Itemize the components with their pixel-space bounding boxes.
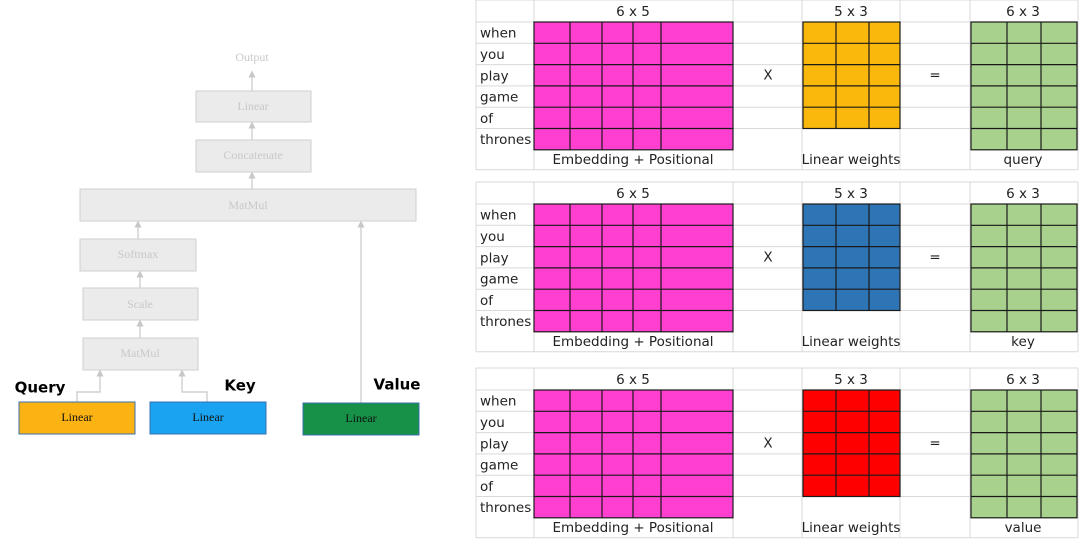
operator: X (763, 435, 772, 451)
caption: Embedding + Positional (552, 334, 713, 350)
shape-label: 5 x 3 (834, 4, 868, 20)
block (195, 90, 312, 123)
shape-label: 6 x 5 (616, 4, 650, 20)
shape-label: 6 x 5 (616, 372, 650, 388)
token: thrones (480, 132, 531, 148)
linear-block (302, 402, 420, 436)
shape-label: 6 x 3 (1006, 372, 1040, 388)
weight-matrix (802, 389, 901, 498)
caption: key (1011, 334, 1035, 350)
token: of (480, 479, 494, 495)
block-label: Linear (237, 99, 268, 113)
block-label: Softmax (118, 247, 159, 261)
block (79, 188, 417, 222)
matrix-panel: 6 x 5 5 x 3 6 x 3 when you play game of thrones X… (475, 0, 1079, 171)
block-label: Concatenate (223, 148, 282, 162)
shape-label: 6 x 5 (616, 186, 650, 202)
operator: = (929, 435, 940, 451)
token: when (480, 394, 516, 410)
token: game (480, 90, 518, 106)
operator: = (929, 67, 940, 83)
shape-label: 6 x 3 (1006, 186, 1040, 202)
shape-label: 5 x 3 (834, 372, 868, 388)
block-label: Scale (127, 297, 153, 311)
block (82, 337, 199, 371)
linear-label: Linear (192, 410, 223, 424)
matrix-panels: 6 x 5 5 x 3 6 x 3 when you play game of thrones X… (475, 0, 1079, 539)
matrix-panel: 6 x 5 5 x 3 6 x 3 when you play game of thrones X… (475, 181, 1079, 353)
block (82, 287, 199, 321)
operator: X (763, 249, 772, 265)
linear-block (149, 401, 267, 435)
token: thrones (480, 314, 531, 330)
token: of (480, 111, 494, 127)
block (195, 139, 312, 173)
block (79, 238, 197, 272)
token: play (480, 250, 509, 266)
operator: = (929, 249, 940, 265)
token: when (480, 26, 516, 42)
token: when (480, 208, 516, 224)
token: thrones (480, 500, 531, 516)
block-label: MatMul (120, 346, 160, 360)
linear-label: Linear (61, 410, 92, 424)
shape-label: 6 x 3 (1006, 4, 1040, 20)
input-label: Value (374, 376, 421, 394)
caption: Embedding + Positional (552, 152, 713, 168)
input-blocks: Query Linear Key Linear Value Linear (15, 376, 421, 436)
linear-label: Linear (345, 411, 376, 425)
input-label: Query (15, 379, 66, 397)
operator: X (763, 67, 772, 83)
linear-block (18, 401, 136, 435)
caption: Linear weights (802, 152, 901, 168)
token: of (480, 293, 494, 309)
output-label: Output (235, 50, 269, 64)
weight-matrix (802, 21, 901, 130)
input-label: Key (224, 377, 256, 395)
caption: value (1005, 520, 1042, 536)
token: you (480, 415, 505, 431)
token: you (480, 47, 505, 63)
caption: query (1004, 152, 1043, 168)
weight-matrix (802, 203, 901, 312)
matrix-panel: 6 x 5 5 x 3 6 x 3 when you play game of thrones X… (475, 367, 1079, 539)
shape-label: 5 x 3 (834, 186, 868, 202)
caption: Embedding + Positional (552, 520, 713, 536)
token: game (480, 272, 518, 288)
token: play (480, 436, 509, 452)
token: game (480, 458, 518, 474)
token: you (480, 229, 505, 245)
caption: Linear weights (802, 334, 901, 350)
block-label: MatMul (228, 198, 268, 212)
caption: Linear weights (802, 520, 901, 536)
token: play (480, 68, 509, 84)
attention-diagram: Output Linear Concatenate MatMul Softmax… (76, 50, 417, 403)
